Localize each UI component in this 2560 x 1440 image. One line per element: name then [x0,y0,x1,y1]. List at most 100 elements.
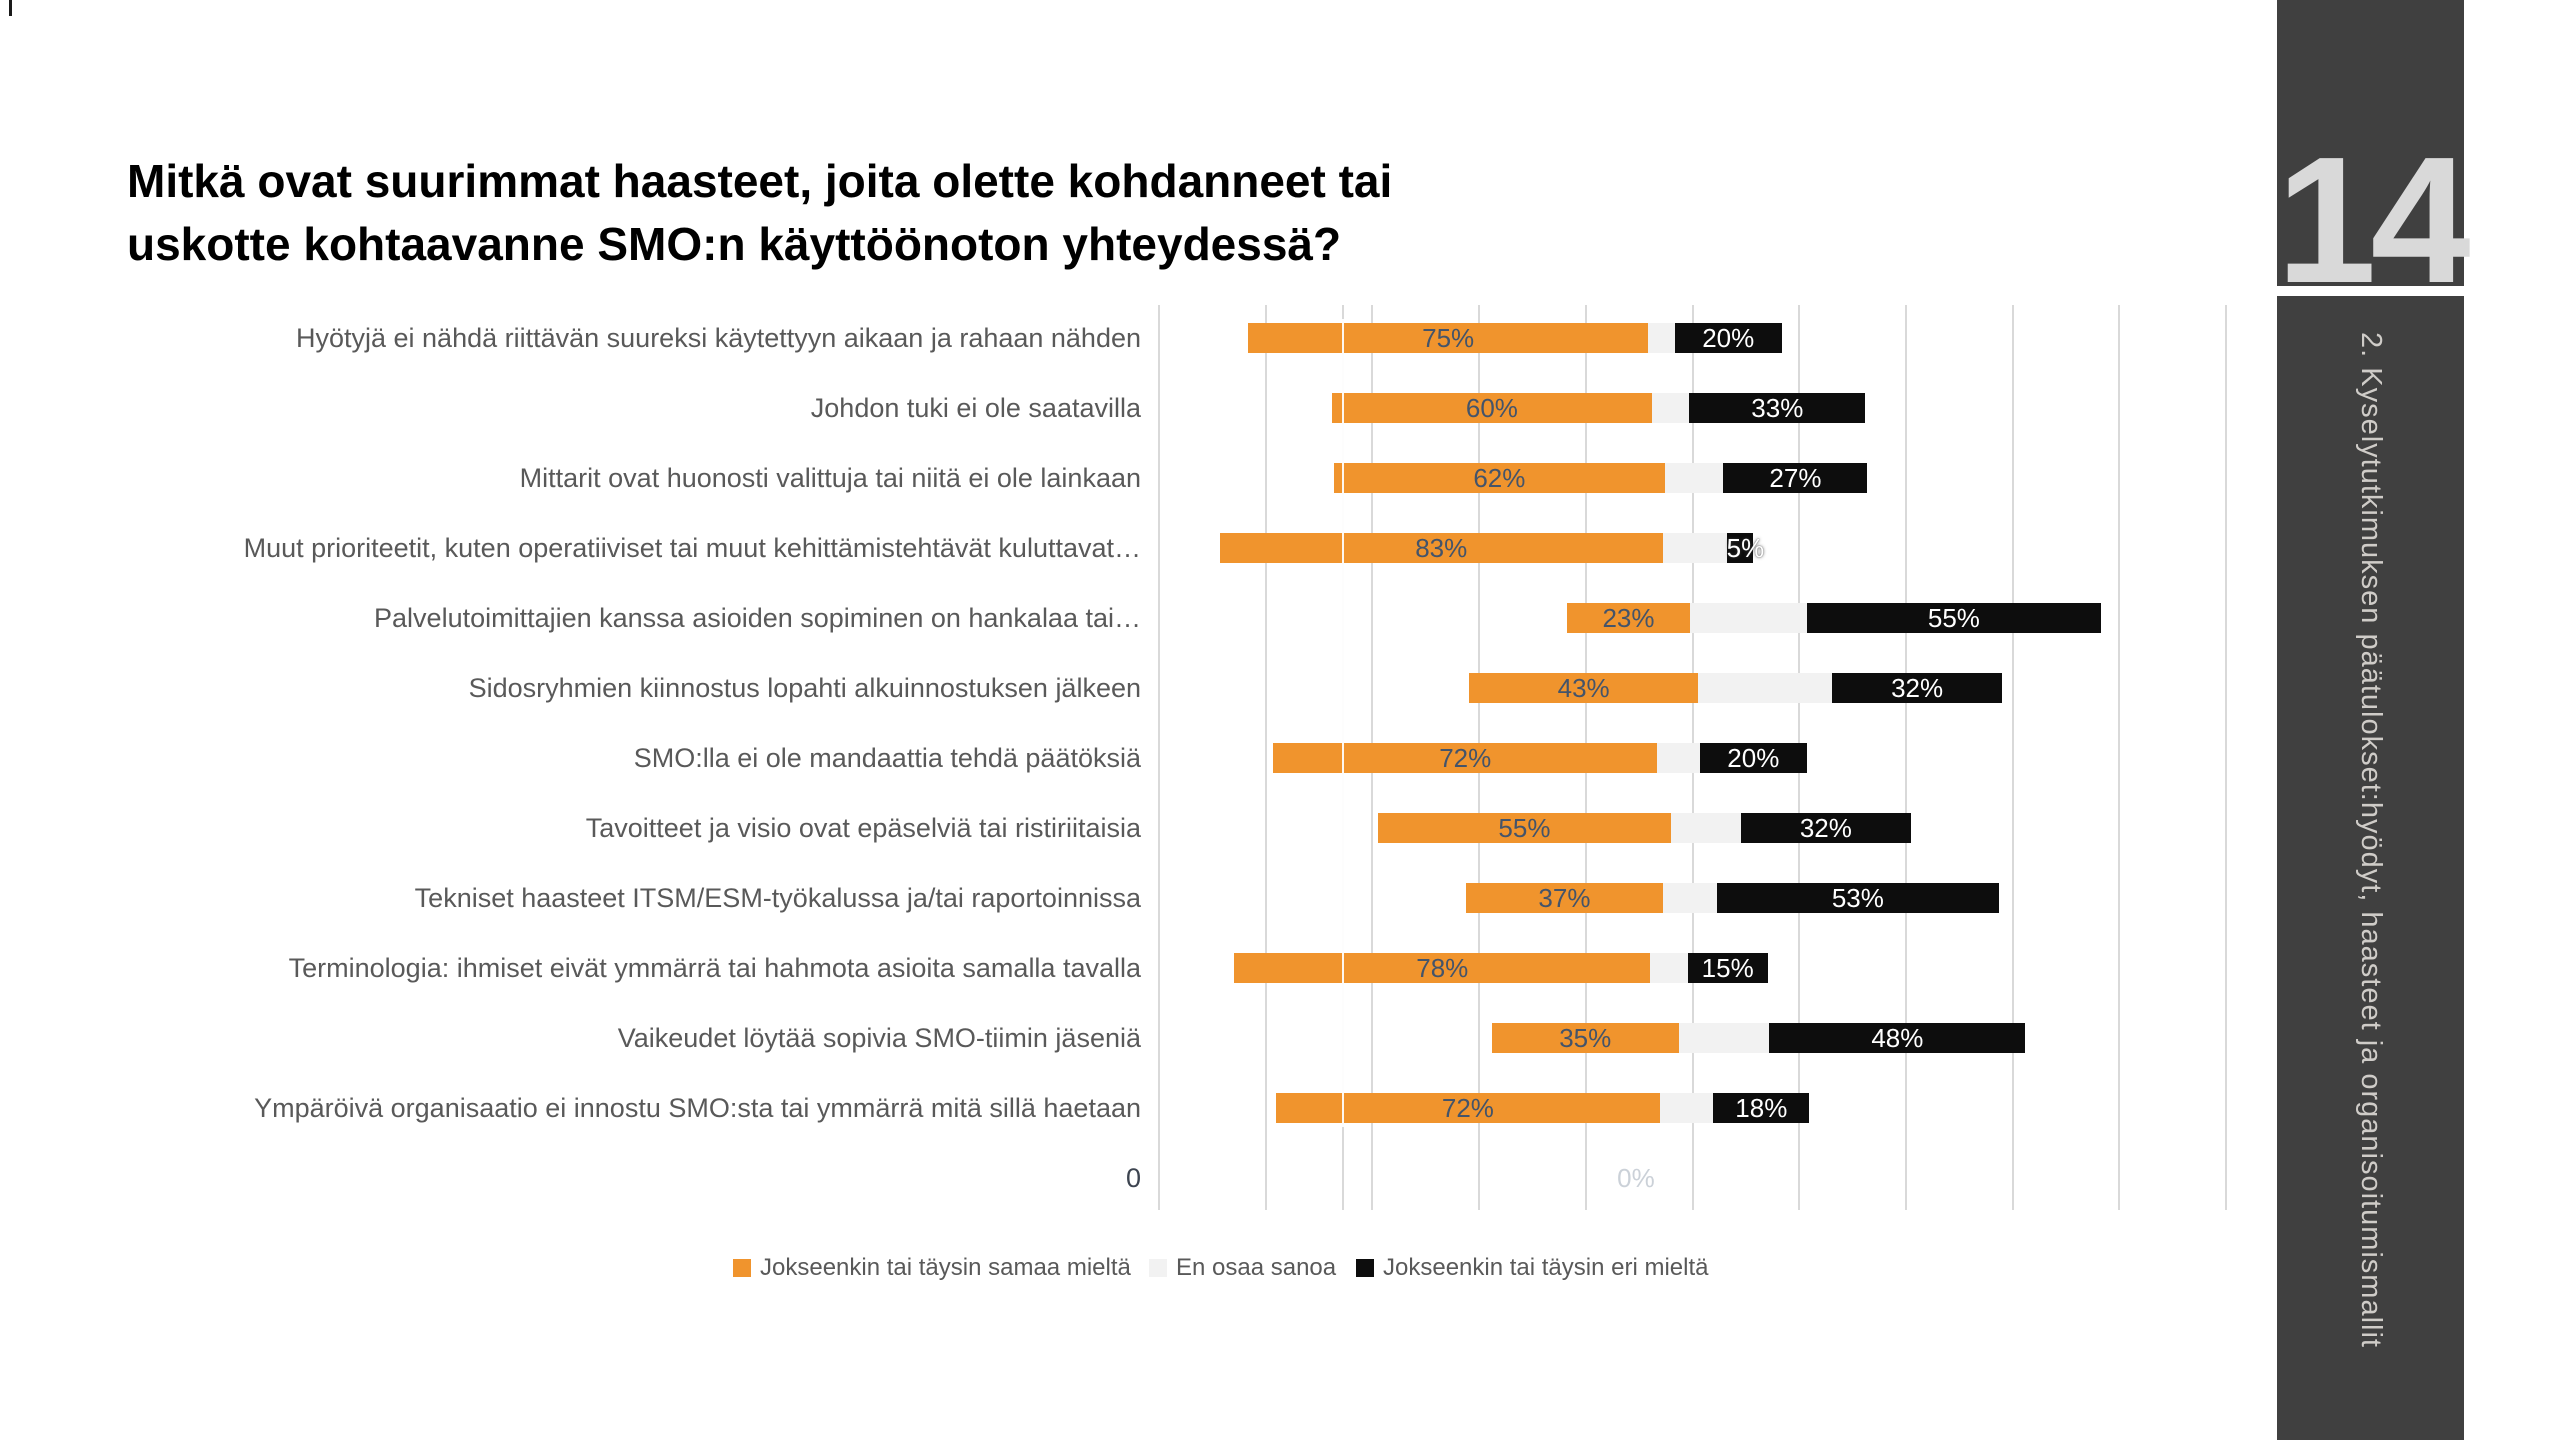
agree-segment: 23% [1567,603,1690,633]
gridline [1264,305,1267,1210]
data-label: 75% [1422,323,1475,353]
data-label: 55% [1927,603,1980,633]
neutral-segment [1657,743,1700,773]
gridline [1158,305,1160,1210]
bar-row: 55% 32% [1159,813,2226,843]
bar-row: 72% 20% [1159,743,2226,773]
agree-segment: 62% [1333,463,1665,493]
category-label: Sidosryhmien kiinnostus lopahti alkuinno… [468,673,1141,703]
plot-area: 75% 20% 60% 33% 62% 27% 83% 5% 23% 55% 43% 32% 72% 20… [1158,305,2227,1210]
slide-title-line-2: uskotte kohtaavanne SMO:n käyttöönoton y… [127,218,1342,270]
agree-segment: 60% [1331,393,1652,423]
bar-row: 62% 27% [1159,463,2226,493]
data-label: 35% [1559,1023,1612,1053]
category-label: Hyötyjä ei nähdä riittävän suureksi käyt… [295,323,1141,353]
category-label: Tekniset haasteet ITSM/ESM-työkalussa ja… [414,883,1141,913]
data-label: 48% [1871,1023,1924,1053]
neutral-segment [1678,1023,1770,1053]
data-label: 72% [1439,743,1492,773]
legend-swatch-neutral [1149,1259,1167,1277]
data-label: 83% [1415,533,1468,563]
category-label: SMO:lla ei ole mandaattia tehdä päätöksi… [633,743,1141,773]
legend-swatch-disagree [1356,1259,1374,1277]
category-label: Mittarit ovat huonosti valittuja tai nii… [519,463,1141,493]
section-label: 2. Kyselytutkimuksen päätulokset:hyödyt,… [2355,332,2387,1348]
gridline [2118,305,2121,1210]
agree-segment: 72% [1273,743,1658,773]
neutral-segment [1650,953,1688,983]
category-label: Johdon tuki ei ole saatavilla [810,393,1141,423]
data-label: 62% [1473,463,1526,493]
legend-label-agree: Jokseenkin tai täysin samaa mieltä [760,1254,1131,1281]
agree-segment: 55% [1377,813,1672,843]
neutral-segment [1664,463,1724,493]
agree-segment: 43% [1468,673,1699,703]
legend-item-neutral: En osaa sanoa [1149,1253,1336,1283]
neutral-segment [1662,533,1727,563]
disagree-segment: 48% [1769,1023,2026,1053]
bar-row: 60% 33% [1159,393,2226,423]
slide-edge-mark [9,0,12,16]
category-label: Terminologia: ihmiset eivät ymmärrä tai … [288,953,1141,983]
gridline [2011,305,2014,1210]
chart-legend: Jokseenkin tai täysin samaa mieltä En os… [0,1253,2260,1285]
disagree-segment: 5% [1726,533,1765,563]
data-label: 15% [1701,953,1754,983]
agree-segment: 37% [1465,883,1664,913]
bar-row: 43% 32% [1159,673,2226,703]
bar-row: 72% 18% [1159,1093,2226,1123]
data-label: 20% [1702,323,1755,353]
data-label: 18% [1735,1093,1788,1123]
bar-row: 23% 55% [1159,603,2226,633]
axis-zero-label: 0 [1125,1163,1141,1193]
zero-tick-label: 0% [1617,1163,1655,1193]
agree-segment: 75% [1248,323,1649,353]
data-label: 33% [1751,393,1804,423]
disagree-segment: 15% [1687,953,1768,983]
slide-title: Mitkä ovat suurimmat haasteet, joita ole… [127,150,1727,276]
page-number: 14 [2276,119,2470,321]
disagree-segment: 33% [1689,393,1866,423]
disagree-segment: 55% [1807,603,2101,633]
section-sidebar: 2. Kyselytutkimuksen päätulokset:hyödyt,… [2277,296,2464,1440]
agree-segment: 83% [1219,533,1663,563]
neutral-segment [1663,883,1717,913]
disagree-segment: 27% [1723,463,1868,493]
page-number-box: 14 [2276,0,2471,310]
data-label: 32% [1891,673,1944,703]
data-label: 72% [1441,1093,1494,1123]
category-label: Muut prioriteetit, kuten operatiiviset t… [243,533,1141,563]
disagree-segment: 32% [1740,813,1912,843]
data-label: 55% [1498,813,1551,843]
neutral-segment [1689,603,1808,633]
data-label: 60% [1465,393,1518,423]
agree-segment: 78% [1234,953,1651,983]
bar-row: 75% 20% [1159,323,2226,353]
legend-swatch-agree [733,1259,751,1277]
bar-row: 83% 5% [1159,533,2226,563]
bar-row: 37% 53% [1159,883,2226,913]
bar-row: 78% 15% [1159,953,2226,983]
category-label: Vaikeudet löytää sopivia SMO-tiimin jäse… [617,1023,1141,1053]
category-label: Palvelutoimittajien kanssa asioiden sopi… [374,603,1141,633]
data-label: 43% [1557,673,1610,703]
legend-label-neutral: En osaa sanoa [1176,1254,1337,1281]
neutral-segment [1698,673,1832,703]
category-label: Ympäröivä organisaatio ei innostu SMO:st… [254,1093,1141,1123]
legend-item-disagree: Jokseenkin tai täysin eri mieltä [1356,1253,1708,1283]
bar-row: 35% 48% [1159,1023,2226,1053]
legend-label-disagree: Jokseenkin tai täysin eri mieltä [1383,1254,1709,1281]
data-label: 27% [1769,463,1822,493]
data-label: 53% [1831,883,1884,913]
gridline [1904,305,1907,1210]
neutral-segment [1671,813,1741,843]
data-label: 32% [1799,813,1852,843]
neutral-segment [1659,1093,1714,1123]
agree-segment: 72% [1275,1093,1660,1123]
data-label: 5% [1726,533,1765,563]
data-label: 78% [1416,953,1469,983]
neutral-segment [1651,393,1690,423]
data-label: 20% [1727,743,1780,773]
disagree-segment: 53% [1716,883,2000,913]
